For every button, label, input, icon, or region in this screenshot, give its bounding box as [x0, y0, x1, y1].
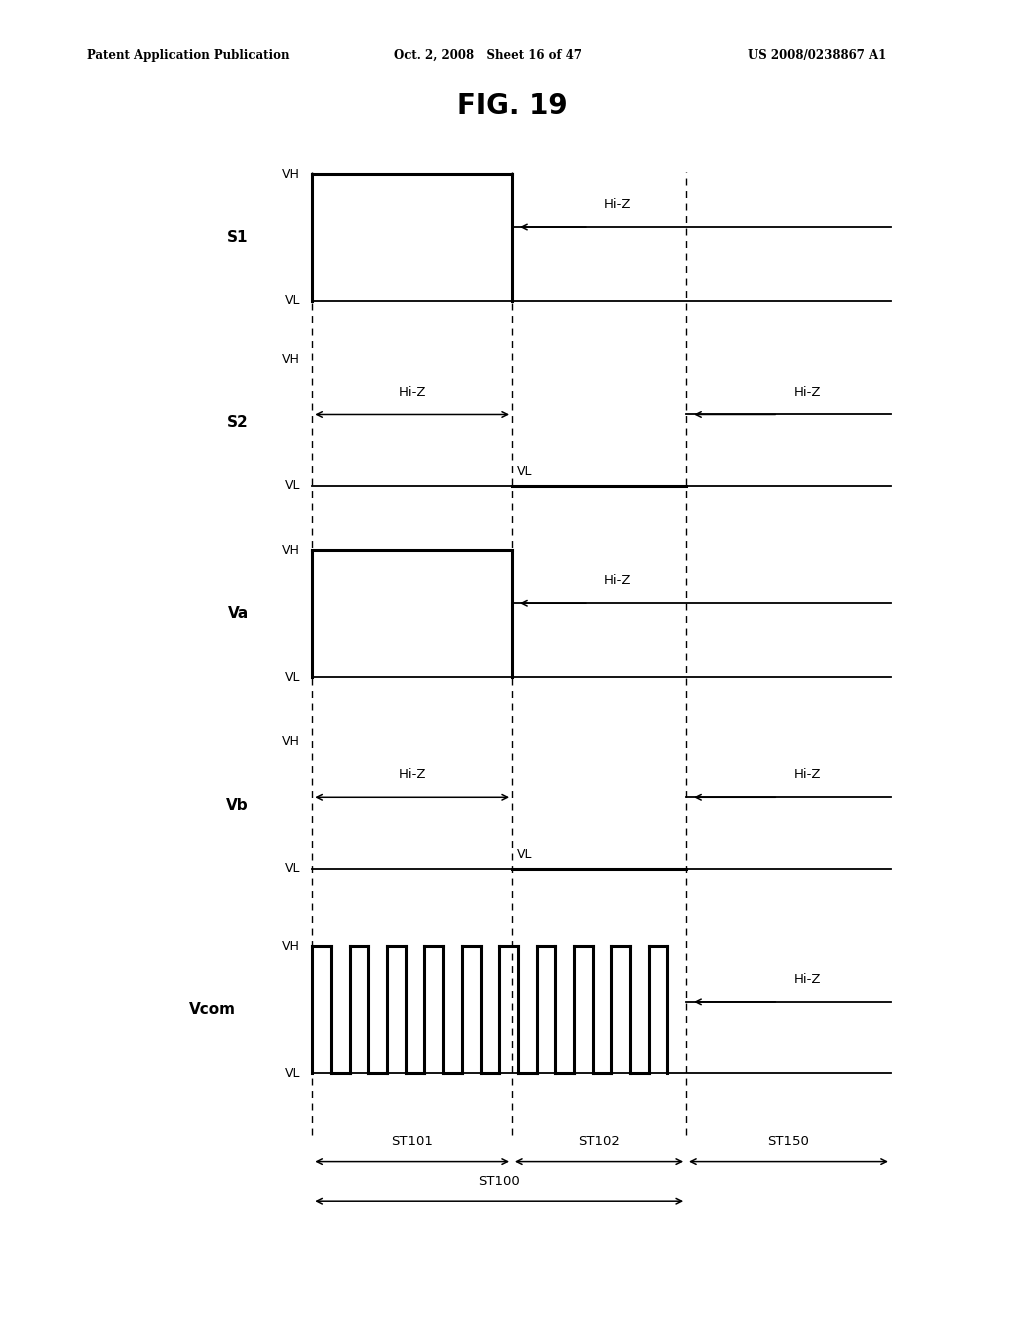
- Text: VL: VL: [517, 465, 532, 478]
- Text: Hi-Z: Hi-Z: [794, 768, 821, 781]
- Text: Hi-Z: Hi-Z: [398, 385, 426, 399]
- Text: VL: VL: [517, 847, 532, 861]
- Text: FIG. 19: FIG. 19: [457, 92, 567, 120]
- Text: ST100: ST100: [478, 1175, 520, 1188]
- Text: Patent Application Publication: Patent Application Publication: [87, 49, 290, 62]
- Text: VH: VH: [283, 168, 300, 181]
- Text: Oct. 2, 2008   Sheet 16 of 47: Oct. 2, 2008 Sheet 16 of 47: [394, 49, 583, 62]
- Text: S1: S1: [227, 230, 249, 246]
- Text: VL: VL: [285, 294, 300, 308]
- Text: VL: VL: [285, 862, 300, 875]
- Text: ST101: ST101: [391, 1135, 433, 1148]
- Text: Va: Va: [227, 606, 249, 622]
- Text: VL: VL: [285, 1067, 300, 1080]
- Text: ST150: ST150: [768, 1135, 809, 1148]
- Text: VH: VH: [283, 544, 300, 557]
- Text: Hi-Z: Hi-Z: [604, 574, 632, 587]
- Text: VH: VH: [283, 352, 300, 366]
- Text: Hi-Z: Hi-Z: [794, 973, 821, 986]
- Text: VH: VH: [283, 940, 300, 953]
- Text: US 2008/0238867 A1: US 2008/0238867 A1: [748, 49, 886, 62]
- Text: Hi-Z: Hi-Z: [794, 385, 821, 399]
- Text: Hi-Z: Hi-Z: [604, 198, 632, 211]
- Text: Hi-Z: Hi-Z: [398, 768, 426, 781]
- Text: VL: VL: [285, 671, 300, 684]
- Text: VL: VL: [285, 479, 300, 492]
- Text: S2: S2: [227, 414, 249, 430]
- Text: ST102: ST102: [579, 1135, 620, 1148]
- Text: Vcom: Vcom: [188, 1002, 236, 1018]
- Text: VH: VH: [283, 735, 300, 748]
- Text: Vb: Vb: [226, 797, 249, 813]
